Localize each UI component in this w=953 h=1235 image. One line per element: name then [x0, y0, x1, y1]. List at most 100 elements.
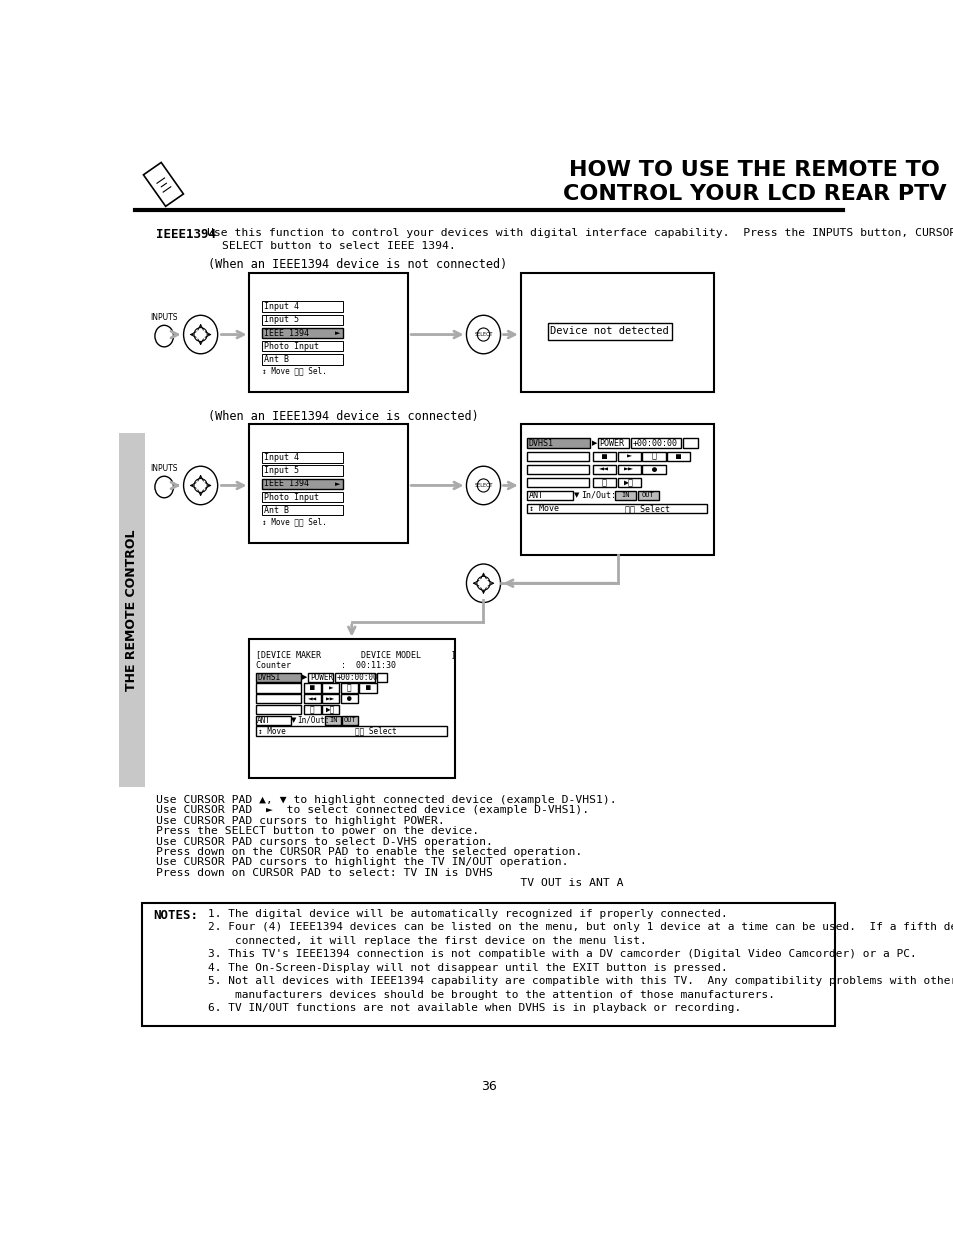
- Ellipse shape: [466, 466, 500, 505]
- Text: ◄◄: ◄◄: [598, 464, 609, 474]
- Text: [DEVICE MAKER        DEVICE MODEL      ]: [DEVICE MAKER DEVICE MODEL ]: [255, 651, 456, 659]
- Text: Input 5: Input 5: [264, 467, 299, 475]
- Text: ▶⎯: ▶⎯: [326, 705, 335, 714]
- Ellipse shape: [154, 325, 173, 347]
- Text: INPUTS: INPUTS: [151, 314, 178, 322]
- Text: ↕ Move: ↕ Move: [257, 726, 286, 736]
- Text: ◄◄: ◄◄: [307, 694, 316, 703]
- Ellipse shape: [183, 466, 217, 505]
- Text: ⧏: ⧏: [601, 478, 606, 487]
- Text: ⒶⓉ Select: ⒶⓉ Select: [355, 726, 396, 736]
- Text: ■: ■: [365, 683, 370, 693]
- Text: OUT: OUT: [343, 718, 356, 724]
- Text: 3. This TV's IEEE1394 connection is not compatible with a DV camcorder (Digital : 3. This TV's IEEE1394 connection is not …: [208, 950, 916, 960]
- Text: ⧏: ⧏: [310, 705, 314, 714]
- Text: SELECT: SELECT: [474, 483, 493, 488]
- Text: Ant B: Ant B: [264, 505, 289, 515]
- Bar: [376, 673, 387, 682]
- Bar: [255, 716, 291, 725]
- Ellipse shape: [183, 315, 217, 353]
- Bar: [340, 683, 357, 693]
- Bar: [637, 490, 658, 500]
- Bar: [526, 490, 573, 500]
- Text: 2. Four (4) IEEE1394 devices can be listed on the menu, but only 1 device at a t: 2. Four (4) IEEE1394 devices can be list…: [208, 923, 953, 932]
- Text: OUT: OUT: [640, 493, 654, 499]
- Text: Photo Input: Photo Input: [264, 493, 319, 501]
- Bar: [325, 716, 340, 725]
- Bar: [666, 452, 690, 461]
- Text: Counter          :  00:11:30: Counter : 00:11:30: [255, 661, 395, 671]
- Bar: [322, 705, 339, 714]
- Text: POWER: POWER: [599, 438, 624, 447]
- Polygon shape: [143, 163, 183, 206]
- Text: In/Out:: In/Out:: [580, 492, 616, 500]
- Bar: [308, 673, 333, 682]
- Ellipse shape: [154, 477, 173, 498]
- Bar: [142, 903, 835, 1026]
- Bar: [342, 716, 357, 725]
- Text: +00:00:00: +00:00:00: [632, 438, 677, 447]
- Text: ►: ►: [335, 480, 340, 487]
- Bar: [617, 464, 640, 474]
- Ellipse shape: [476, 479, 489, 492]
- Text: ►►: ►►: [326, 694, 335, 703]
- Bar: [249, 273, 408, 393]
- Text: Input 5: Input 5: [264, 315, 299, 325]
- Bar: [261, 505, 343, 515]
- Bar: [261, 466, 343, 477]
- Bar: [592, 452, 616, 461]
- Text: SELECT button to select IEEE 1394.: SELECT button to select IEEE 1394.: [222, 241, 456, 251]
- Text: ●: ●: [347, 694, 352, 703]
- Text: ↕ Move: ↕ Move: [529, 504, 558, 513]
- Bar: [617, 452, 640, 461]
- Text: ►: ►: [335, 330, 340, 336]
- Bar: [359, 683, 376, 693]
- Bar: [592, 464, 616, 474]
- Bar: [547, 324, 671, 340]
- Bar: [526, 452, 588, 461]
- Bar: [261, 478, 343, 489]
- Bar: [249, 424, 408, 543]
- Bar: [261, 353, 343, 364]
- Text: ▼: ▼: [291, 718, 296, 724]
- Text: Ant B: Ant B: [264, 354, 289, 363]
- Text: SELECT: SELECT: [474, 332, 493, 337]
- Bar: [255, 705, 300, 714]
- Text: Use CURSOR PAD cursors to highlight the TV IN/OUT operation.: Use CURSOR PAD cursors to highlight the …: [155, 857, 568, 867]
- Bar: [261, 301, 343, 312]
- Bar: [335, 673, 375, 682]
- Text: Input 4: Input 4: [264, 303, 299, 311]
- Ellipse shape: [476, 329, 489, 341]
- Text: DVHS1: DVHS1: [257, 673, 280, 682]
- Text: Use this function to control your devices with digital interface capability.  Pr: Use this function to control your device…: [207, 227, 953, 237]
- Text: ↕ Move ⒶⓉ Sel.: ↕ Move ⒶⓉ Sel.: [261, 517, 326, 526]
- Text: Use CURSOR PAD ▲, ▼ to highlight connected device (example D-VHS1).: Use CURSOR PAD ▲, ▼ to highlight connect…: [155, 795, 616, 805]
- Text: IEEE1394: IEEE1394: [155, 227, 215, 241]
- Bar: [119, 433, 145, 787]
- Bar: [249, 640, 455, 778]
- Text: IN: IN: [620, 493, 629, 499]
- Ellipse shape: [193, 327, 207, 341]
- Bar: [303, 694, 320, 704]
- Text: 1. The digital device will be automatically recognized if properly connected.: 1. The digital device will be automatica…: [208, 909, 727, 919]
- Bar: [641, 464, 665, 474]
- Bar: [255, 683, 300, 693]
- Text: THE REMOTE CONTROL: THE REMOTE CONTROL: [125, 530, 138, 690]
- Bar: [322, 694, 339, 704]
- Ellipse shape: [476, 577, 490, 590]
- Bar: [340, 694, 357, 704]
- Text: Press the SELECT button to power on the device.: Press the SELECT button to power on the …: [155, 826, 478, 836]
- Bar: [617, 478, 640, 487]
- Text: Photo Input: Photo Input: [264, 342, 319, 351]
- Bar: [526, 504, 706, 514]
- Text: DVHS1: DVHS1: [528, 438, 553, 447]
- Bar: [615, 490, 636, 500]
- Text: ANT: ANT: [257, 716, 271, 725]
- Text: (When an IEEE1394 device is connected): (When an IEEE1394 device is connected): [208, 410, 478, 424]
- Text: +00:00:00: +00:00:00: [335, 673, 377, 682]
- Text: Use CURSOR PAD cursors to highlight POWER.: Use CURSOR PAD cursors to highlight POWE…: [155, 816, 444, 826]
- Bar: [261, 452, 343, 463]
- Bar: [255, 694, 300, 704]
- Text: ►: ►: [626, 452, 631, 461]
- Text: ■: ■: [310, 683, 314, 693]
